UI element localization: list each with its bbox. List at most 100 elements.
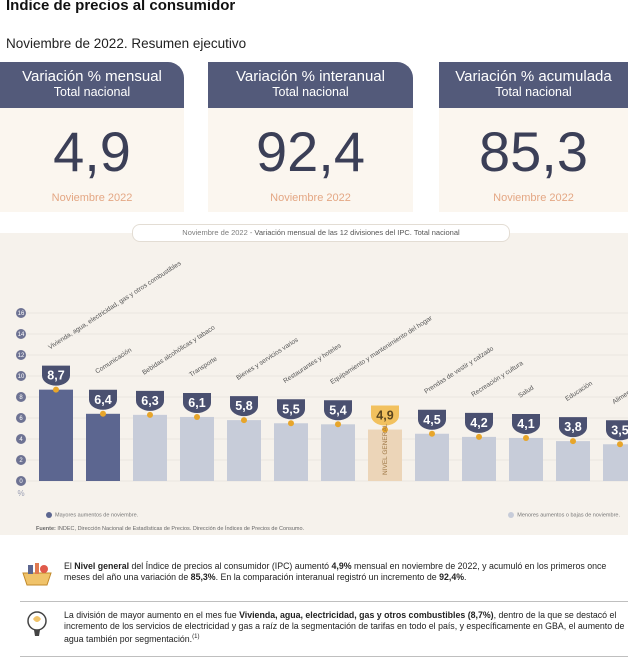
bar <box>368 429 402 481</box>
y-tick-bubble <box>16 434 26 444</box>
kpi-card-body: 4,9 Noviembre 2022 <box>0 108 184 212</box>
y-tick-label: 16 <box>18 311 25 317</box>
bar-top-dot <box>476 433 482 440</box>
y-tick-label: 4 <box>19 437 23 443</box>
value-badge <box>230 396 258 417</box>
y-tick-bubble <box>16 371 26 381</box>
kpi-subtitle: Total nacional <box>53 85 131 99</box>
value-badge <box>418 409 446 430</box>
page-subtitle: Noviembre de 2022. Resumen ejecutivo <box>6 36 247 51</box>
chart-source: Fuente: INDEC, Dirección Nacional de Est… <box>36 526 304 532</box>
y-tick-label: 6 <box>19 416 23 422</box>
bar <box>415 433 449 481</box>
value-label: 6,4 <box>94 393 111 407</box>
kpi-card-header: Variación % acumulada Total nacional <box>439 62 628 108</box>
basket-icon <box>20 561 54 587</box>
bar <box>39 389 73 481</box>
value-label: 4,9 <box>376 409 393 423</box>
value-badge <box>136 390 164 411</box>
y-tick-bubble <box>16 329 26 339</box>
bar-top-dot <box>382 426 388 433</box>
category-label: Educación <box>564 380 594 403</box>
bar-top-dot <box>147 411 153 418</box>
value-label: 8,7 <box>47 369 64 383</box>
kpi-value: 4,9 <box>53 120 131 183</box>
category-label: Alimentos y bebidas no alcohólicas <box>611 344 628 406</box>
value-label: 4,5 <box>423 413 440 427</box>
bar-top-dot <box>570 438 576 445</box>
bar-top-dot <box>100 410 106 417</box>
value-label: 4,1 <box>517 417 534 431</box>
bar <box>86 413 120 481</box>
value-badge <box>371 405 399 426</box>
bar-top-dot <box>335 421 341 428</box>
y-tick-bubble <box>16 350 26 360</box>
value-label: 5,5 <box>282 402 299 416</box>
legend-lower-dot <box>508 512 515 518</box>
kpi-period: Noviembre 2022 <box>493 192 574 204</box>
utilities-icon <box>20 610 54 636</box>
kpi-card-header: Variación % interanual Total nacional <box>208 62 413 108</box>
value-badge <box>324 400 352 421</box>
bar-chart: 0 2 4 6 8 10 12 14 16% 8,7 Vivienda, agua, electri… <box>16 260 628 498</box>
y-tick-label: 2 <box>19 458 23 464</box>
bar-top-dot <box>523 434 529 441</box>
value-badge <box>512 413 540 434</box>
category-label: Comunicación <box>94 347 133 376</box>
value-label: 5,8 <box>235 399 252 413</box>
kpi-card-body: 85,3 Noviembre 2022 <box>439 108 628 212</box>
bar <box>274 423 308 481</box>
y-tick-label: 10 <box>18 374 25 380</box>
chart-caption-prefix: Noviembre de 2022 - <box>182 228 255 237</box>
source-label: Fuente: <box>36 526 56 532</box>
chart-caption: Noviembre de 2022 - Variación mensual de… <box>132 224 510 242</box>
kpi-period: Noviembre 2022 <box>51 192 133 204</box>
chart-panel: Mayores aumentos de noviembre. Menores a… <box>0 233 628 535</box>
bar <box>603 444 628 481</box>
kpi-value: 92,4 <box>256 120 365 183</box>
y-tick-bubble <box>16 476 26 486</box>
value-label: 4,2 <box>470 416 487 430</box>
bar-top-dot <box>429 430 435 437</box>
y-tick-bubble <box>16 308 26 318</box>
kpi-value: 85,3 <box>479 120 588 183</box>
bar-top-dot <box>241 417 247 424</box>
summary-top-division: La división de mayor aumento en el mes f… <box>20 610 626 650</box>
divider <box>20 601 628 602</box>
kpi-card-body: 92,4 Noviembre 2022 <box>208 108 413 212</box>
kpi-title: Variación % mensual <box>22 68 162 85</box>
bar <box>133 414 167 481</box>
value-label: 6,3 <box>141 394 158 408</box>
value-badge <box>465 412 493 433</box>
kpi-title: Variación % interanual <box>236 68 385 85</box>
legend-lower-label: Menores aumentos o bajas de noviembre. <box>517 512 620 519</box>
category-label: Equipamiento y mantenimiento del hogar <box>329 314 434 386</box>
value-label: 3,5 <box>611 423 628 437</box>
y-tick-bubble <box>16 455 26 465</box>
value-label: 6,1 <box>188 396 205 410</box>
summary-top-division-text: La división de mayor aumento en el mes f… <box>64 610 625 644</box>
legend-lower: Menores aumentos o bajas de noviembre. <box>508 512 620 518</box>
category-label: Transporte <box>188 355 219 378</box>
y-tick-label: 8 <box>19 395 23 401</box>
kpi-card-header: Variación % mensual Total nacional <box>0 62 184 108</box>
value-label: 5,4 <box>329 403 346 417</box>
category-label: Salud <box>517 384 535 399</box>
kpi-subtitle: Total nacional <box>495 85 572 99</box>
bar <box>556 441 590 481</box>
y-tick-label: 14 <box>18 332 25 338</box>
y-tick-label: 0 <box>19 479 23 485</box>
chart-caption-text: Variación mensual de las 12 divisiones d… <box>254 228 460 237</box>
y-unit-label: % <box>17 489 24 498</box>
value-badge <box>559 417 587 438</box>
value-label: 3,8 <box>564 420 581 434</box>
bar <box>321 424 355 481</box>
value-badge <box>277 399 305 420</box>
legend-higher-label: Mayores aumentos de noviembre. <box>55 512 139 519</box>
bar <box>509 437 543 481</box>
general-level-label: NIVEL GENERAL <box>382 423 389 475</box>
value-badge <box>606 420 628 441</box>
bar-top-dot <box>617 441 623 448</box>
legend-higher-dot <box>46 512 52 518</box>
bar-top-dot <box>194 413 200 420</box>
